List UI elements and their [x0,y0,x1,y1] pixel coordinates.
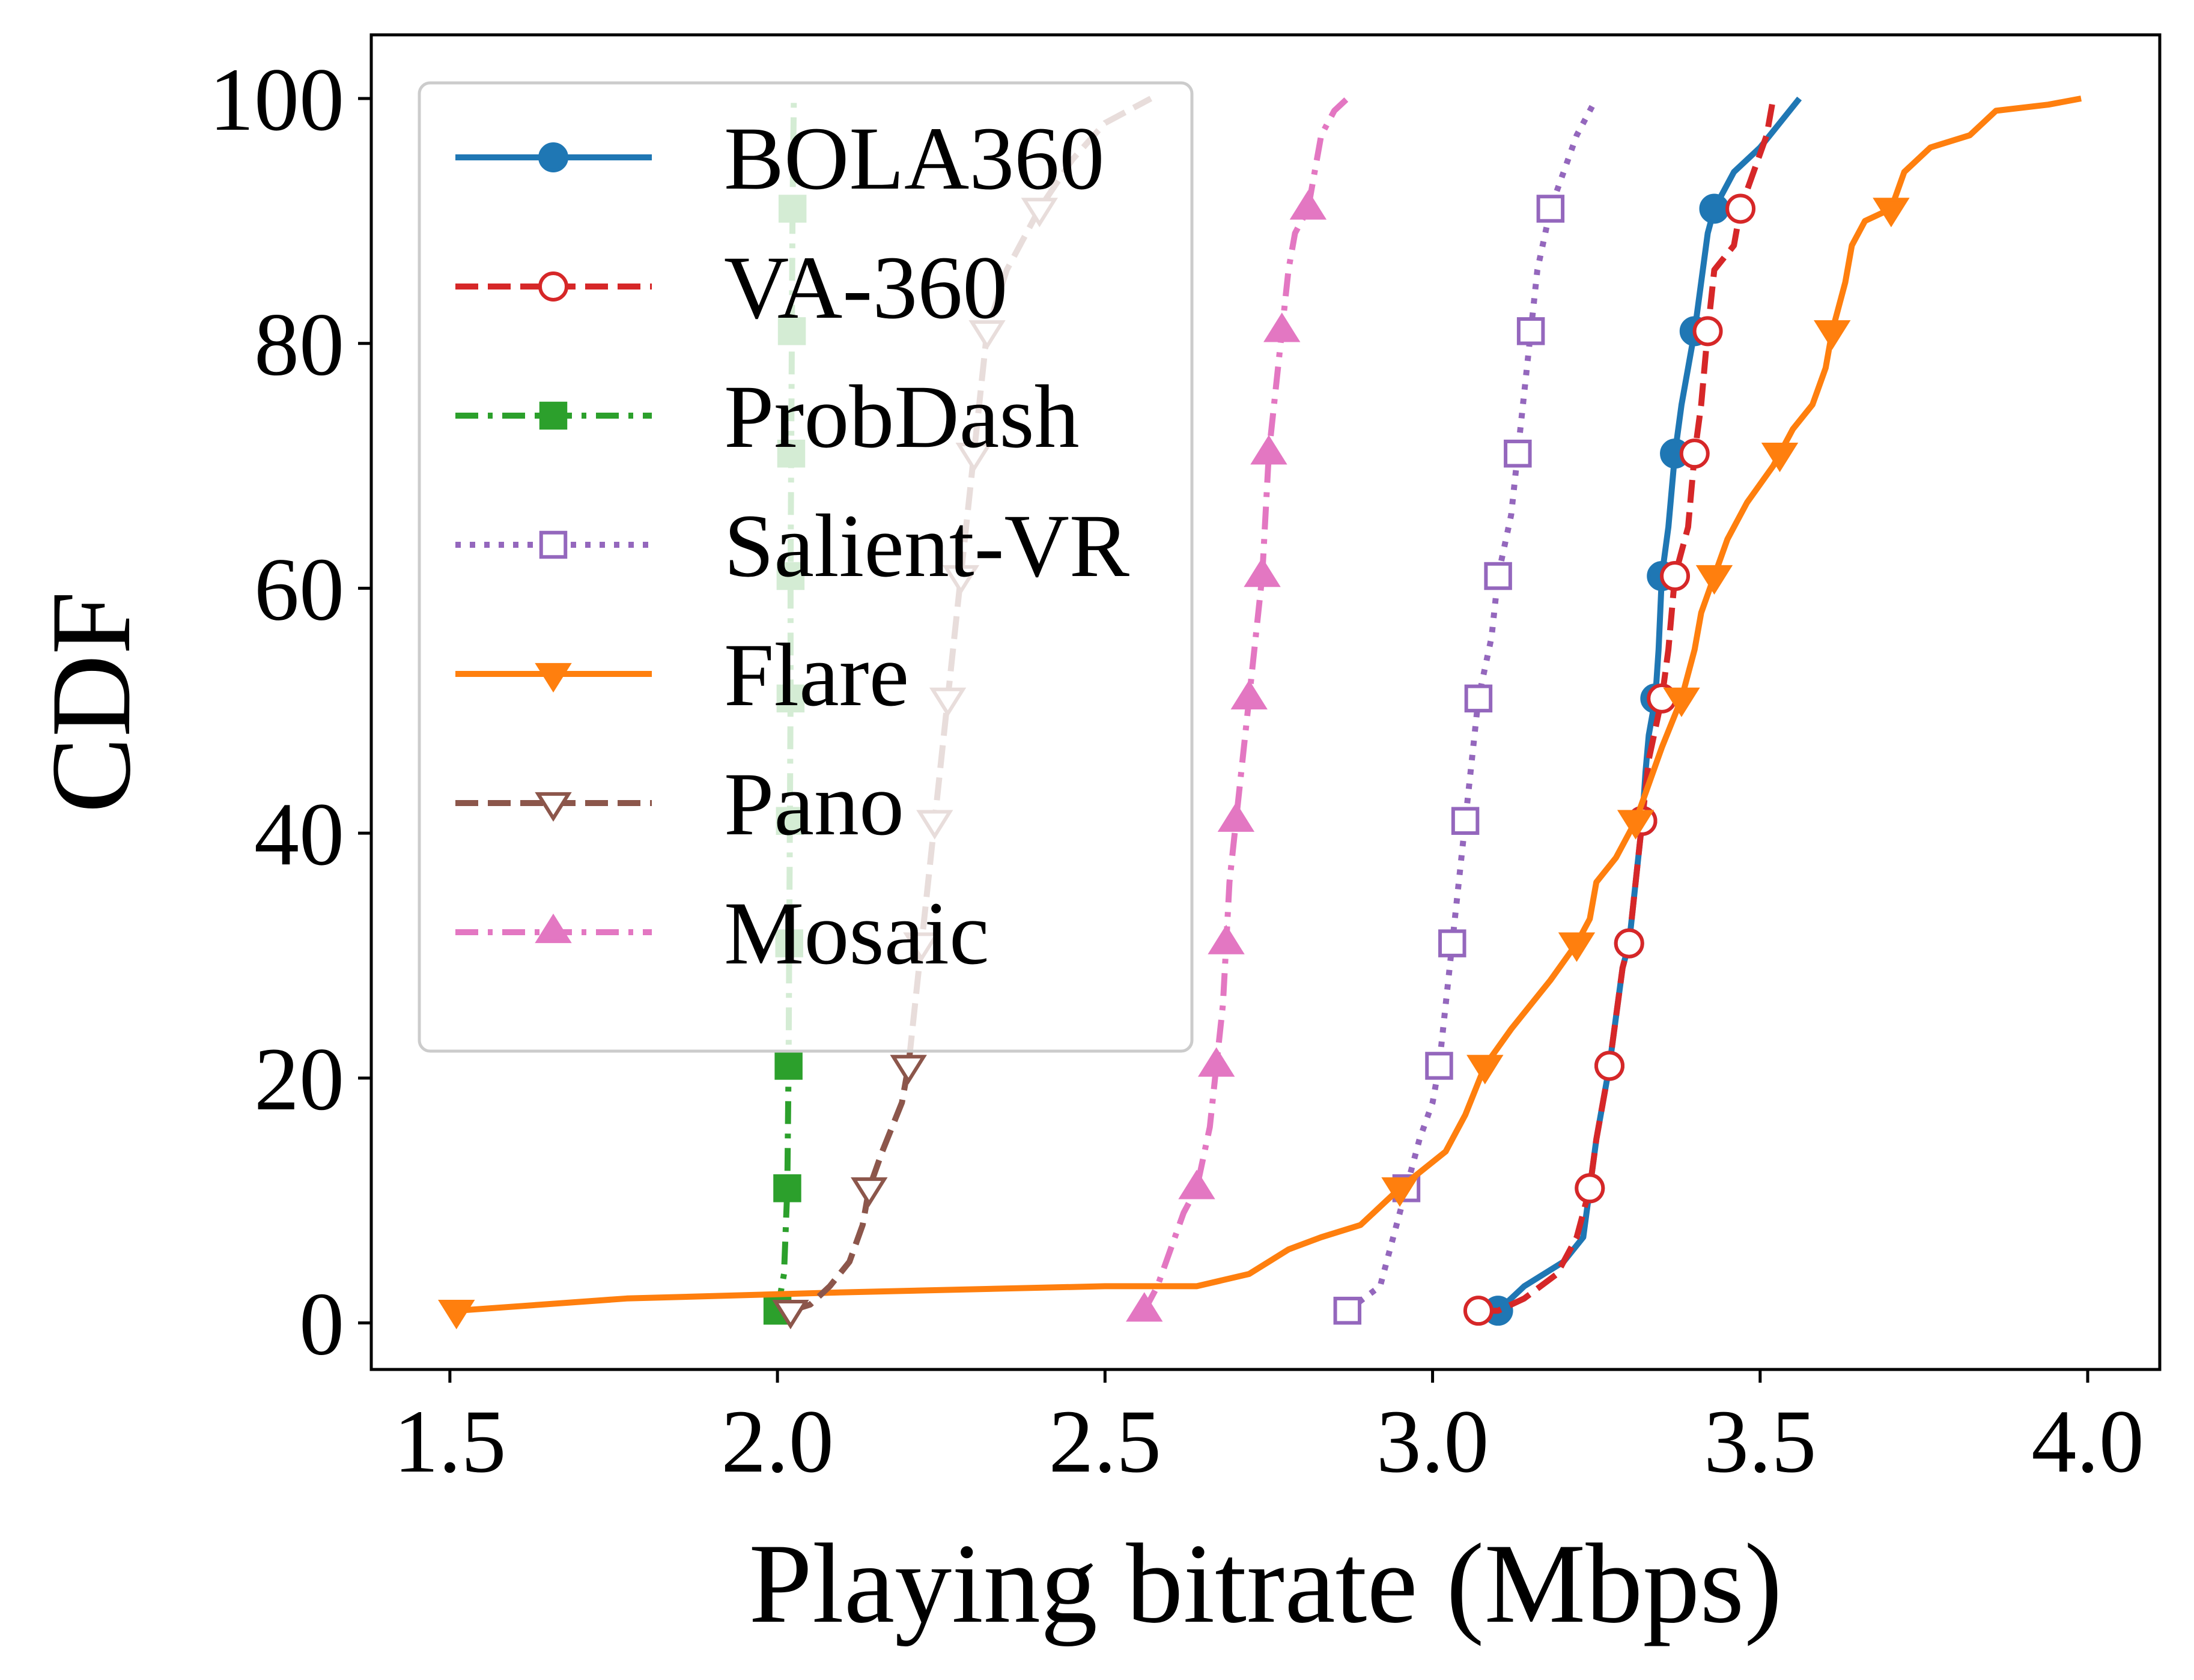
legend-marker-flare [535,663,572,693]
data-point-va-360 [1660,561,1691,592]
legend-item-salient-vr: Salient-VR [455,496,1129,596]
data-point-flare [1617,810,1655,840]
data-point-pano [890,1055,927,1085]
x-tick-label: 3.5 [1704,1392,1817,1491]
y-tick-label: 20 [254,1030,344,1129]
data-point-flare [1814,320,1851,350]
data-point-pano [851,1177,888,1207]
data-point-mosaic [1250,435,1287,465]
data-point-pano [772,1299,809,1330]
legend-label-salient-vr: Salient-VR [724,496,1129,596]
data-point-flare [1663,687,1700,717]
legend-item-va-360: VA-360 [455,238,1007,338]
data-point-flare [438,1299,475,1330]
legend-label-pano: Pano [724,754,904,854]
data-point-mosaic [1217,802,1255,832]
legend: BOLA360 VA-360 ProbDash Salient-VR Flare Pano… [418,81,1194,1053]
y-tick-label: 0 [299,1275,344,1374]
data-point-salient-vr [1451,807,1480,835]
data-point-bola360 [1699,193,1730,224]
series-line-bola360 [1496,96,1802,1313]
data-point-flare [1695,565,1733,595]
y-axis-title: CDF [28,591,154,813]
legend-marker-salient-vr [539,530,568,559]
legend-marker-pano [535,792,572,822]
data-point-flare [1381,1177,1418,1207]
x-tick-label: 3.0 [1376,1392,1489,1491]
data-point-va-360 [1463,1296,1494,1326]
y-tick-label: 60 [254,539,344,639]
y-tick-label: 80 [254,295,344,395]
x-tick-label: 4.0 [2031,1392,2144,1491]
x-tick-label: 2.5 [1049,1392,1162,1491]
data-point-salient-vr [1516,317,1545,345]
legend-box [418,81,1194,1053]
legend-marker-va-360 [538,271,568,302]
legend-label-mosaic: Mosaic [724,884,989,983]
series-mosaic [1126,96,1350,1322]
y-tick-label: 100 [209,50,344,150]
data-point-salient-vr [1438,929,1466,957]
x-tick-label: 1.5 [394,1392,506,1491]
data-point-va-360 [1575,1173,1605,1204]
data-point-salient-vr [1504,439,1532,468]
data-point-salient-vr [1484,562,1512,590]
axis-ticks: 1.5 2.0 2.5 3.0 3.5 4.0 0 20 40 60 80 100 [209,50,2144,1491]
legend-marker-mosaic [535,914,572,944]
data-point-mosaic [1208,924,1245,954]
plot-area-frame [369,33,2162,1371]
legend-item-probdash: ProbDash [455,367,1080,467]
data-point-mosaic [1230,679,1268,710]
legend-item-flare: Flare [455,625,909,725]
data-point-mosaic [1126,1292,1163,1322]
x-tick-label: 2.0 [721,1392,834,1491]
data-point-salient-vr [1425,1052,1453,1080]
data-point-mosaic [1289,190,1327,220]
data-point-salient-vr [1464,684,1493,713]
legend-item-bola360: BOLA360 [455,109,1104,208]
series-line-salient-vr [1345,97,1599,1314]
series-salient-vr [1333,97,1599,1325]
data-point-flare [1873,198,1910,228]
legend-label-bola360: BOLA360 [724,109,1104,208]
data-point-mosaic [1244,557,1281,587]
data-point-flare [1466,1055,1504,1085]
data-point-mosaic [1198,1047,1235,1077]
series-line-flare [456,96,2082,1314]
data-point-flare [1558,932,1596,962]
data-point-va-360 [1614,928,1644,959]
legend-label-flare: Flare [724,625,909,725]
legend-item-mosaic: Mosaic [455,884,989,983]
data-point-flare [1761,442,1799,473]
legend-marker-bola360 [538,142,568,172]
data-point-mosaic [1263,312,1301,342]
legend-label-va-360: VA-360 [724,238,1007,338]
data-point-mosaic [1178,1169,1215,1199]
data-point-probdash [774,1052,803,1080]
data-point-va-360 [1679,438,1710,469]
legend-label-probdash: ProbDash [724,367,1080,467]
data-point-salient-vr [1333,1296,1362,1325]
series-flare [438,96,2082,1330]
data-point-va-360 [1594,1051,1624,1081]
data-point-va-360 [1725,193,1756,224]
y-tick-label: 40 [254,784,344,884]
data-point-va-360 [1692,316,1723,347]
data-point-salient-vr [1536,195,1565,223]
x-axis-title: Playing bitrate (Mbps) [749,1521,1782,1647]
legend-marker-probdash [539,401,568,430]
data-point-probdash [773,1174,801,1202]
legend-item-pano: Pano [455,754,904,854]
